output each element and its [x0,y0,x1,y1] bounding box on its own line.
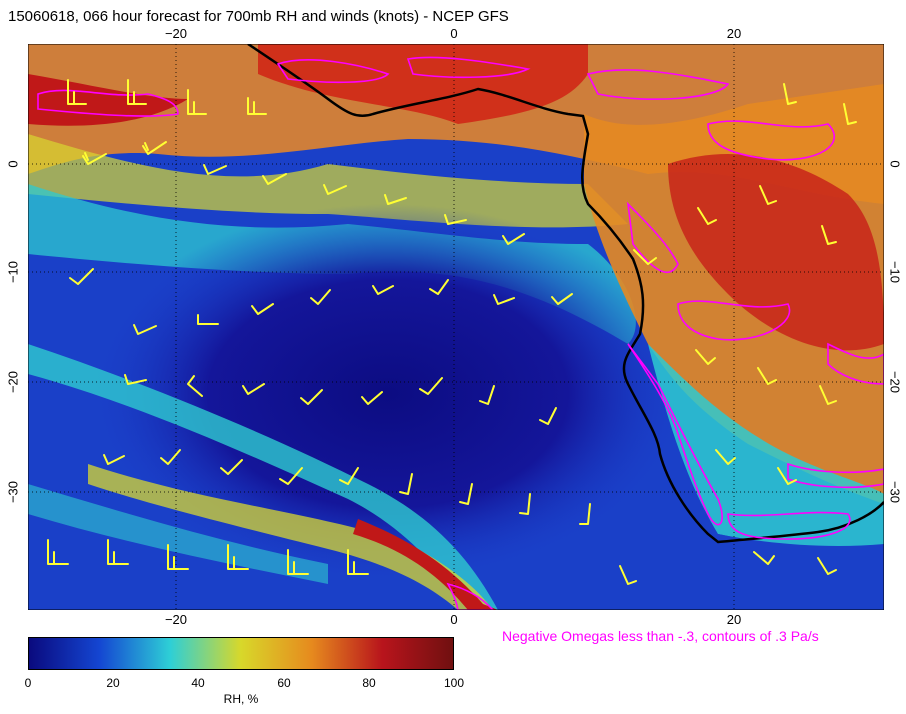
wind-barb [251,303,274,315]
wind-barb [819,385,837,405]
lat-label-right: −20 [887,370,903,394]
wind-barb [187,89,207,115]
wind-barb [103,454,125,465]
wind-barb [539,407,557,425]
wind-barb [69,268,94,285]
wind-barb [127,79,147,105]
lat-label-left: −20 [5,370,21,394]
lat-label-right: −10 [887,260,903,284]
dry-core [88,204,688,584]
lon-label-bottom: −20 [164,612,188,627]
streak-south-red [353,519,498,610]
wind-barb [361,391,383,405]
omega-contours [37,56,884,610]
wind-barb [697,207,717,225]
wind-barb [759,185,777,205]
colorbar-title: RH, % [223,692,259,706]
wind-barb [715,449,736,465]
rh-wind-map [28,44,884,610]
wind-barb [459,483,473,505]
wind-barb [429,279,449,295]
wind-barb [753,551,775,565]
streak-south-2 [88,464,493,610]
streak-south-1 [28,344,498,610]
wind-barb [262,173,287,185]
wind-barb [817,557,837,575]
wind-barb [160,449,181,465]
lon-label-bottom: 20 [726,612,742,627]
lat-label-left: −30 [5,480,21,504]
wind-barb [300,389,323,405]
wind-barb [323,184,347,195]
colorbar-tick: 100 [443,676,465,690]
red-core-north-central [258,44,588,124]
wind-barb [783,83,797,105]
wind-barb [279,467,303,485]
wind-barb [187,375,203,397]
wind-barb [242,383,265,395]
colorbar-tick: 60 [277,676,291,690]
wind-barb [551,293,573,305]
wind-barb [347,549,369,575]
wind-barb [633,249,657,265]
rh-colorbar [28,637,454,670]
wind-barb [167,544,189,570]
wind-barb [757,367,777,385]
streak-south-3 [28,484,328,584]
wind-barb [493,294,515,305]
wind-barb [372,285,394,295]
graticule [28,44,884,610]
wind-barb [203,164,227,175]
wind-barb [227,544,249,570]
wind-barb [777,467,797,485]
wind-barb [399,473,413,495]
colorbar-tick: 40 [191,676,205,690]
land-south-blue [718,534,884,610]
land-cyan [648,344,884,564]
wind-barb [519,493,531,515]
lat-label-right: 0 [887,160,903,168]
lon-label-top: 0 [450,26,458,41]
wind-barb [287,549,309,575]
wind-barb [67,79,87,105]
wind-barbs [47,79,857,585]
wind-barb [579,503,591,525]
lon-label-bottom: 0 [450,612,458,627]
wind-barb [695,349,716,365]
wind-barb [821,225,837,245]
lat-label-right: −30 [887,480,903,504]
wind-barb [133,324,157,335]
wind-barb [142,141,167,155]
wind-barb [82,152,107,165]
lat-label-left: 0 [5,160,21,168]
coastline [247,44,884,544]
yellow-band [28,134,628,228]
wind-barb [247,97,267,115]
wind-barb [107,539,129,565]
wind-barb [419,377,443,395]
wind-barb [339,467,359,485]
colorbar-tick: 20 [106,676,120,690]
wind-barb [843,103,857,125]
lon-label-top: −20 [164,26,188,41]
map-title: 15060618, 066 hour forecast for 700mb RH… [8,8,509,25]
wind-barb [444,214,467,225]
wind-barb [310,289,331,305]
wind-barb [47,539,69,565]
wind-barb [479,385,495,405]
wind-barb [502,233,525,245]
wind-barb [220,459,243,475]
wind-barb [124,374,147,385]
lon-label-top: 20 [726,26,742,41]
omega-note: Negative Omegas less than -.3, contours … [502,628,819,644]
lat-label-left: −10 [5,260,21,284]
wind-barb [619,565,637,585]
wind-barb [197,314,219,325]
land-red [668,154,884,351]
wind-barb [384,194,407,205]
colorbar-tick: 80 [362,676,376,690]
colorbar-tick: 0 [24,676,32,690]
